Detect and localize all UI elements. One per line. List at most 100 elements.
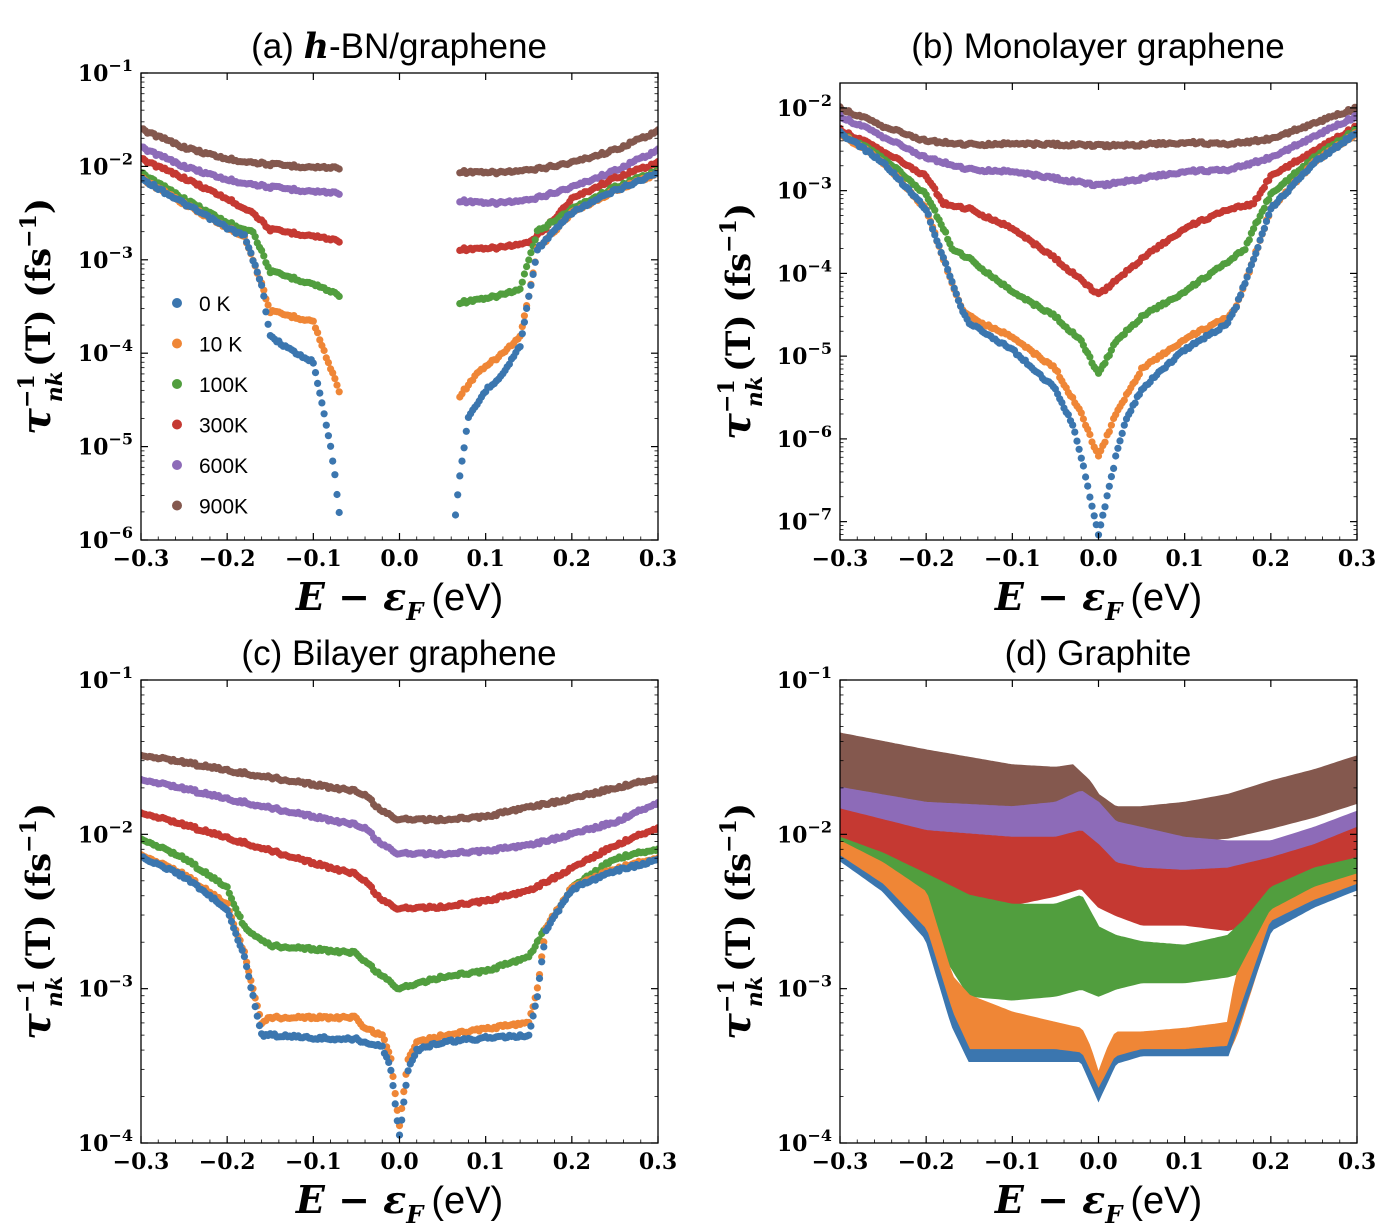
x-tick-label: 0.2 [553,546,591,572]
data-point [1101,438,1109,446]
series-band [840,836,1357,1001]
data-point [1114,444,1122,452]
data-point [1058,399,1066,407]
data-point [924,210,932,218]
data-point [1107,421,1115,429]
data-point [1260,224,1268,232]
data-point [1245,236,1253,244]
x-tick-label: −0.3 [113,546,170,572]
data-point [262,308,270,316]
y-tick-label: 10−5 [777,339,832,370]
data-point [1247,261,1255,269]
series-100k [840,836,1357,1001]
panel-a: (a) h-BN/graphene −0.3 −0.2 −0.1 0.0 0.1 0.2 0.… [13,26,677,626]
data-point [516,285,524,293]
data-point [253,1012,261,1020]
data-point [400,1088,408,1096]
data-point [1075,445,1083,453]
data-point [1097,521,1105,529]
legend-label: 300K [199,415,248,438]
data-point [223,883,231,891]
data-point [247,984,255,992]
legend-marker [172,500,182,511]
y-tick-label: 10−1 [78,56,133,87]
data-point [540,938,548,946]
data-area [141,751,658,1139]
data-point [309,317,317,325]
data-point [1086,430,1094,439]
x-tick-label: 0.1 [467,1149,505,1175]
data-point [527,281,535,289]
data-point [1135,370,1143,378]
panel-title: (b) Monolayer graphene [911,27,1285,66]
data-point [654,774,658,782]
data-point [387,1066,395,1074]
data-point [948,277,956,286]
data-point [935,241,943,250]
series-900k [141,125,658,178]
data-point [1243,273,1251,281]
series-0k [840,855,1357,1103]
data-point [251,233,259,241]
data-point [451,511,460,519]
y-tick-label: 10−3 [78,972,133,1003]
data-point [538,958,546,966]
data-point [538,953,546,961]
data-point [230,924,238,932]
data-point [320,410,328,418]
data-point [320,346,328,355]
data-point [322,421,330,429]
data-point [240,231,248,239]
data-area [141,125,658,519]
data-point [950,284,958,292]
data-point [331,471,339,479]
panel-title: (a) h-BN/graphene [251,26,547,67]
data-point [335,292,343,300]
data-point [1069,393,1077,402]
y-tick-label: 10−4 [78,336,133,367]
x-tick-label: 0.0 [1079,1149,1117,1175]
data-point [931,185,939,193]
data-point [335,388,343,396]
data-point [946,272,954,280]
series-600k [141,775,658,859]
data-point [378,1042,386,1050]
data-point [255,275,264,283]
data-point [533,993,542,1001]
y-axis-label: τ−1nk(T) (fs−1) [713,203,768,440]
data-point [1120,396,1128,404]
data-point [318,399,326,407]
data-point [1069,421,1077,429]
x-tick-label: −0.1 [984,546,1041,572]
data-point [1088,502,1096,510]
data-point [1237,291,1245,299]
data-point [251,261,259,269]
data-point [245,972,253,981]
data-point [329,369,337,377]
legend-item: 900K [172,496,248,519]
data-point [264,320,272,328]
data-point [316,336,324,344]
x-tick-label: 0.0 [380,546,418,572]
y-tick-label: 10−4 [777,256,832,287]
data-point [225,911,233,919]
y-tick-label: 10−1 [78,663,133,694]
data-point [654,799,658,807]
data-point [324,359,332,367]
data-point [391,1100,399,1108]
data-point [931,206,939,214]
legend-item: 0 K [172,293,231,316]
legend-label: 900K [199,496,248,519]
y-tick-label: 10−2 [78,149,133,180]
x-tick-label: −0.2 [199,546,256,572]
data-point [1086,493,1094,501]
data-point [1131,399,1139,407]
data-point [462,427,470,435]
data-point [1241,280,1249,288]
data-point [258,246,266,254]
data-point [456,472,464,480]
y-tick-label: 10−4 [777,1126,832,1157]
data-point [253,268,261,276]
y-tick-label: 10−6 [777,422,832,453]
data-point [398,1116,406,1124]
